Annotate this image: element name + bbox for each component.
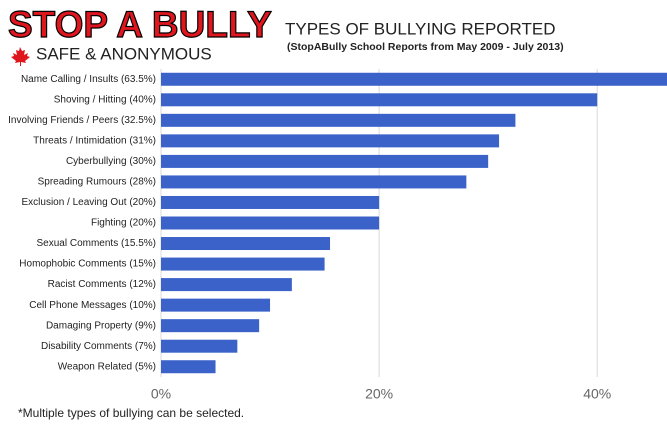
- x-tick-label: 0%: [151, 386, 171, 402]
- maple-leaf: [11, 47, 30, 66]
- y-tick-label: Disability Comments (7%): [41, 341, 156, 352]
- bar: [161, 298, 271, 312]
- y-tick-label: Threats / Intimidation (31%): [33, 136, 156, 147]
- y-tick-label: Damaging Property (9%): [46, 320, 156, 331]
- y-tick-label: Homophobic Comments (15%): [19, 259, 156, 270]
- bar: [161, 93, 598, 107]
- y-tick-label: Exclusion / Leaving Out (20%): [21, 197, 156, 208]
- y-tick-label: Shoving / Hitting (40%): [54, 94, 156, 105]
- y-tick-label: Cell Phone Messages (10%): [29, 300, 156, 311]
- bar: [161, 360, 216, 374]
- bar: [161, 257, 325, 271]
- logo-name: STOP A BULLY: [8, 4, 272, 45]
- bar: [161, 72, 667, 86]
- y-tick-label: Involving Friends / Peers (32.5%): [8, 115, 156, 126]
- bar: [161, 319, 260, 333]
- y-tick-label: Fighting (20%): [91, 218, 156, 229]
- y-tick-label: Sexual Comments (15.5%): [37, 238, 157, 249]
- bar: [161, 134, 500, 148]
- logo-tagline: SAFE & ANONYMOUS: [36, 44, 212, 63]
- chart-title: TYPES OF BULLYING REPORTED: [285, 19, 556, 38]
- y-tick-label: Racist Comments (12%): [48, 279, 156, 290]
- bar: [161, 278, 292, 292]
- bar: [161, 216, 380, 230]
- y-tick-label: Cyberbullying (30%): [66, 156, 156, 167]
- x-tick-label: 20%: [365, 386, 393, 402]
- bars: [161, 72, 667, 374]
- y-tick-label: Spreading Rumours (28%): [38, 177, 156, 188]
- bar: [161, 237, 331, 251]
- bar: [161, 175, 467, 189]
- x-tick-label: 40%: [583, 386, 611, 402]
- bar: [161, 339, 238, 353]
- bar: [161, 195, 380, 209]
- chart-subtitle: (StopABully School Reports from May 2009…: [287, 41, 564, 53]
- bar: [161, 113, 516, 127]
- y-tick-label: Name Calling / Insults (63.5%): [21, 74, 156, 85]
- y-tick-label: Weapon Related (5%): [58, 361, 156, 372]
- footnote: *Multiple types of bullying can be selec…: [18, 406, 244, 420]
- bar: [161, 154, 489, 168]
